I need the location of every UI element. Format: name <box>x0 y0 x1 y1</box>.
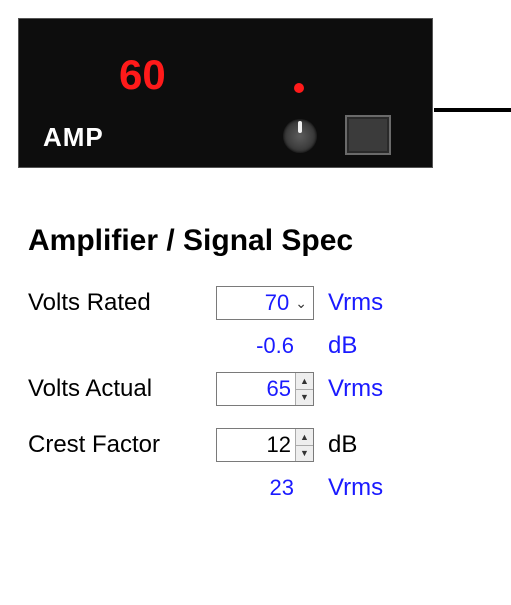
volts-rated-label: Volts Rated <box>28 289 206 317</box>
crest-factor-vrms-value: 23 <box>206 475 314 501</box>
amp-display-value: 60 <box>119 51 166 99</box>
amplifier-spec-section: Amplifier / Signal Spec Volts Rated 70 ⌄… <box>28 224 488 508</box>
volts-rated-db-value: -0.6 <box>206 333 314 359</box>
volts-actual-spin-buttons: ▲ ▼ <box>295 373 313 405</box>
amp-output-wire-icon <box>434 108 511 112</box>
amp-label: AMP <box>43 122 104 153</box>
crest-factor-vrms-unit: Vrms <box>314 474 404 502</box>
crest-factor-spin-buttons: ▲ ▼ <box>295 429 313 461</box>
volts-rated-unit: Vrms <box>314 289 404 317</box>
amp-power-button[interactable] <box>345 115 391 155</box>
volts-rated-select[interactable]: 70 ⌄ <box>216 286 314 320</box>
row-crest-factor-vrms: 23 Vrms <box>28 468 488 508</box>
crest-factor-step-down[interactable]: ▼ <box>296 446 313 462</box>
volts-actual-unit: Vrms <box>314 375 404 403</box>
row-volts-actual: Volts Actual 65 ▲ ▼ Vrms <box>28 366 488 412</box>
row-crest-factor: Crest Factor 12 ▲ ▼ dB <box>28 422 488 468</box>
crest-factor-step-up[interactable]: ▲ <box>296 429 313 446</box>
crest-factor-value: 12 <box>217 429 295 461</box>
volts-rated-value: 70 <box>265 290 289 316</box>
spec-title: Amplifier / Signal Spec <box>28 224 488 258</box>
crest-factor-label: Crest Factor <box>28 431 206 459</box>
volts-actual-label: Volts Actual <box>28 375 206 403</box>
row-volts-rated-db: -0.6 dB <box>28 326 488 366</box>
volts-actual-step-up[interactable]: ▲ <box>296 373 313 390</box>
volts-actual-spinner[interactable]: 65 ▲ ▼ <box>216 372 314 406</box>
amp-gain-knob[interactable] <box>283 119 317 153</box>
volts-actual-step-down[interactable]: ▼ <box>296 390 313 406</box>
row-volts-rated: Volts Rated 70 ⌄ Vrms <box>28 280 488 326</box>
crest-factor-unit: dB <box>314 431 404 459</box>
amp-led-icon <box>294 83 304 93</box>
chevron-down-icon: ⌄ <box>295 295 307 312</box>
amp-panel: 60 AMP <box>18 18 433 168</box>
volts-actual-value: 65 <box>217 373 295 405</box>
volts-rated-db-unit: dB <box>314 332 404 360</box>
crest-factor-spinner[interactable]: 12 ▲ ▼ <box>216 428 314 462</box>
